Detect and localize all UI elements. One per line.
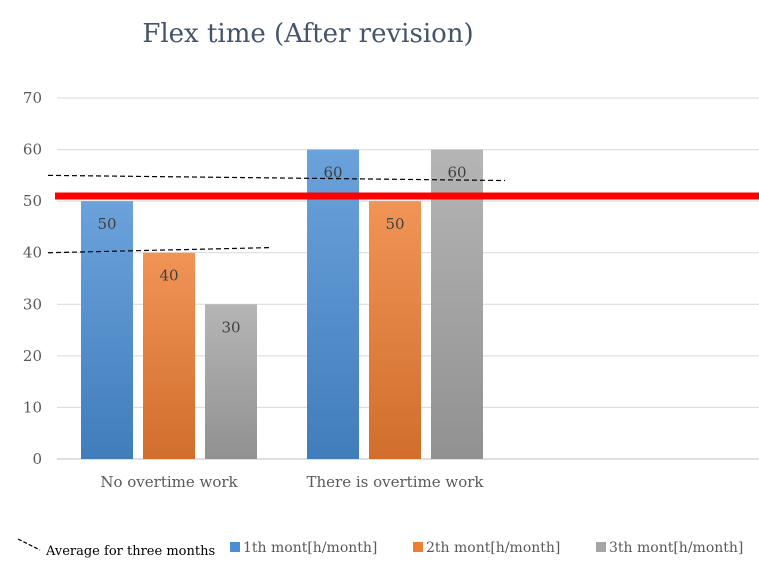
bars (81, 149, 483, 459)
legend-series-label: 1th mont[h/month] (243, 540, 377, 556)
y-tick-label: 60 (23, 141, 42, 159)
bar (431, 149, 483, 459)
bar (143, 252, 195, 459)
legend: Average for three months 1th mont[h/month… (17, 538, 743, 559)
legend-swatch (596, 542, 606, 552)
data-label: 60 (323, 164, 342, 182)
y-tick-label: 0 (32, 450, 42, 468)
y-tick-label: 10 (23, 398, 42, 416)
legend-dashed-swatch (17, 538, 41, 551)
axis-labels: 0 10 20 30 40 50 60 70 No overtime work There is … (23, 89, 485, 491)
y-tick-label: 40 (23, 244, 42, 262)
y-tick-label: 30 (23, 295, 42, 313)
data-label: 40 (159, 267, 178, 285)
bar (81, 201, 133, 459)
legend-average-label: Average for three months (45, 544, 215, 559)
legend-series-label: 3th mont[h/month] (609, 540, 743, 556)
legend-series-label: 2th mont[h/month] (426, 540, 560, 556)
legend-swatch (230, 542, 240, 552)
average-line (47, 246, 273, 254)
y-tick-label: 20 (23, 347, 42, 365)
legend-swatch (413, 542, 423, 552)
y-tick-label: 70 (23, 89, 42, 107)
data-label: 50 (385, 215, 404, 233)
category-label: There is overtime work (307, 473, 485, 491)
chart-title: Flex time (After revision) (142, 19, 473, 49)
bar (369, 201, 421, 459)
average-line (47, 174, 506, 182)
data-labels: 50 40 30 60 50 60 (97, 164, 466, 337)
data-label: 50 (97, 215, 116, 233)
data-label: 60 (447, 164, 466, 182)
y-tick-label: 50 (23, 192, 42, 210)
bar (205, 304, 257, 459)
data-label: 30 (221, 318, 240, 336)
average-lines-layer (47, 174, 506, 254)
category-label: No overtime work (100, 473, 238, 491)
bar (307, 149, 359, 459)
